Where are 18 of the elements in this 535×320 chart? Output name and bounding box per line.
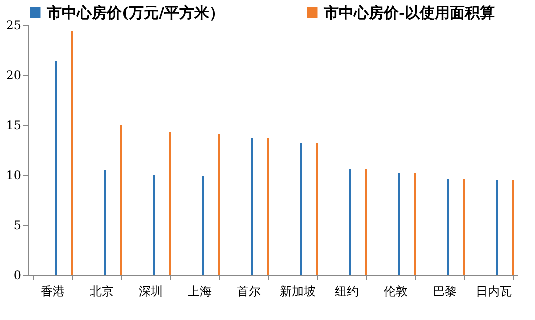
x-tick-label: 巴黎 [433,284,457,298]
y-tick-label: 10 [6,168,22,182]
y-tick-label: 15 [6,118,22,132]
x-tick-label: 日内瓦 [476,284,512,298]
legend-label: 市中心房价-以使用面积算 [323,4,496,22]
x-tick-label: 香港 [41,284,65,298]
y-tick-label: 0 [14,268,22,282]
x-tick-label: 北京 [90,284,114,298]
x-tick-label: 新加坡 [280,284,316,298]
y-tick-label: 20 [6,68,22,82]
y-tick-label: 25 [6,18,22,32]
x-tick-label: 伦敦 [384,284,408,298]
x-tick-label: 上海 [188,284,212,298]
x-tick-label: 首尔 [237,284,261,298]
y-tick-label: 5 [14,218,22,232]
legend-label: 市中心房价(万元/平方米） [46,4,225,22]
x-tick-label: 深圳 [139,284,163,298]
x-tick-label: 纽约 [335,284,359,298]
